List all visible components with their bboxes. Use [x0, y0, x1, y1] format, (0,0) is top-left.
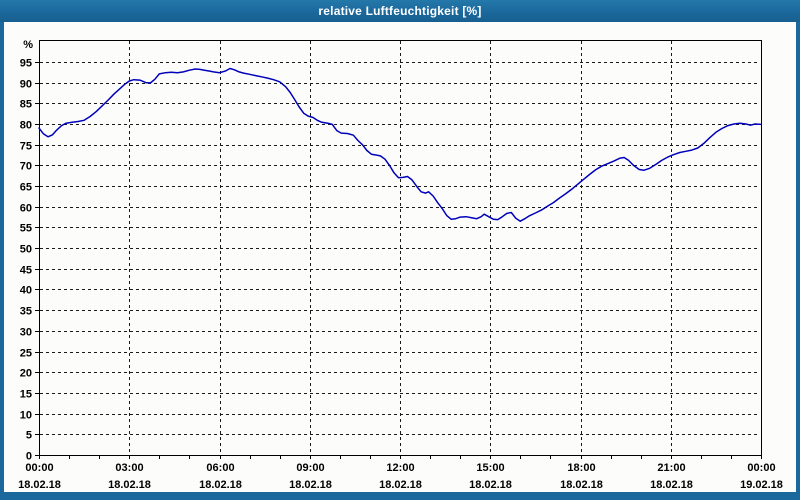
y-tick-label: 70	[20, 161, 32, 173]
y-tick-label: 90	[20, 79, 32, 91]
x-tick-date-label: 18.02.18	[650, 479, 693, 491]
y-tick-label: 35	[20, 306, 32, 318]
y-tick-label: 60	[20, 203, 32, 215]
x-tick-date-label: 18.02.18	[108, 479, 151, 491]
y-tick-label: 50	[20, 244, 32, 256]
x-tick-date-label: 19.02.18	[740, 479, 783, 491]
x-tick-time-label: 12:00	[386, 462, 414, 474]
y-tick-label: 10	[20, 410, 32, 422]
y-tick-label: 65	[20, 182, 32, 194]
y-tick-label: 75	[20, 141, 32, 153]
y-tick-label: 20	[20, 368, 32, 380]
y-tick-label: 40	[20, 285, 32, 297]
y-axis-unit-label: %	[23, 39, 33, 51]
window-titlebar: relative Luftfeuchtigkeit [%]	[0, 0, 800, 22]
x-tick-date-label: 18.02.18	[18, 479, 61, 491]
plot-frame	[39, 40, 762, 456]
x-tick-date-label: 18.02.18	[289, 479, 332, 491]
x-tick-time-label: 09:00	[296, 462, 324, 474]
x-tick-date-label: 18.02.18	[469, 479, 512, 491]
y-tick-label: 0	[26, 451, 32, 463]
x-tick-time-label: 00:00	[747, 462, 775, 474]
window-title: relative Luftfeuchtigkeit [%]	[318, 4, 482, 18]
x-tick-time-label: 00:00	[25, 462, 53, 474]
y-tick-label: 30	[20, 327, 32, 339]
y-tick-label: 95	[20, 58, 32, 70]
x-tick-time-label: 03:00	[115, 462, 143, 474]
y-tick-label: 80	[20, 120, 32, 132]
y-tick-label: 45	[20, 265, 32, 277]
x-tick-date-label: 18.02.18	[379, 479, 422, 491]
x-tick-date-label: 18.02.18	[560, 479, 603, 491]
y-tick-label: 5	[26, 430, 32, 442]
x-tick-time-label: 18:00	[567, 462, 595, 474]
y-tick-label: 25	[20, 348, 32, 360]
y-tick-label: 85	[20, 99, 32, 111]
y-tick-label: 15	[20, 389, 32, 401]
y-tick-label: 55	[20, 223, 32, 235]
humidity-series-line	[38, 67, 762, 222]
x-tick-time-label: 15:00	[476, 462, 504, 474]
x-tick-time-label: 21:00	[657, 462, 685, 474]
x-tick-time-label: 06:00	[206, 462, 234, 474]
x-tick-date-label: 18.02.18	[199, 479, 242, 491]
